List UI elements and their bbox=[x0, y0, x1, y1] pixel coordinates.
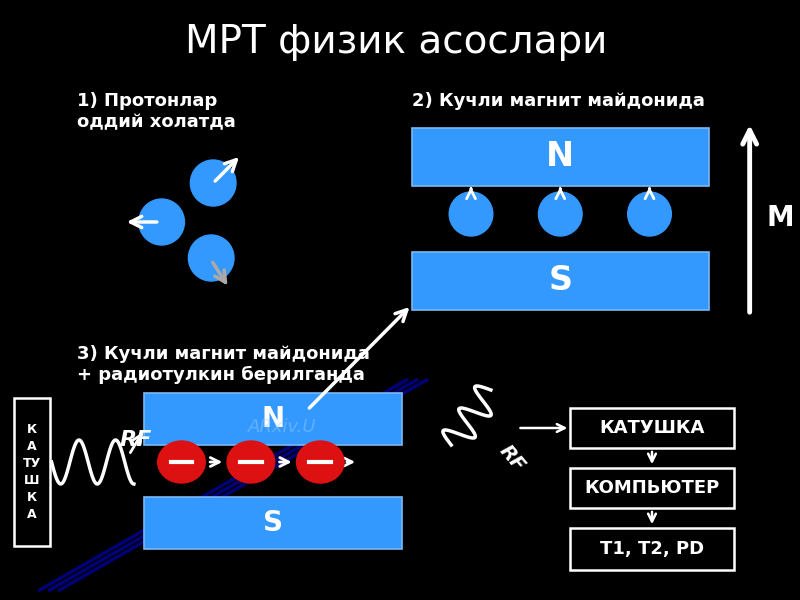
Circle shape bbox=[538, 192, 582, 236]
FancyBboxPatch shape bbox=[411, 252, 709, 310]
Text: S: S bbox=[548, 265, 572, 298]
FancyBboxPatch shape bbox=[570, 468, 734, 508]
Text: ARxiv.U: ARxiv.U bbox=[248, 418, 317, 436]
Text: Т1, Т2, PD: Т1, Т2, PD bbox=[600, 540, 704, 558]
Ellipse shape bbox=[297, 441, 344, 483]
FancyBboxPatch shape bbox=[144, 497, 402, 549]
Circle shape bbox=[139, 199, 185, 245]
Text: 2) Кучли магнит майдонида: 2) Кучли магнит майдонида bbox=[411, 92, 704, 110]
Circle shape bbox=[189, 235, 234, 281]
Text: 1) Протонлар
оддий холатда: 1) Протонлар оддий холатда bbox=[78, 92, 236, 131]
Text: N: N bbox=[261, 405, 284, 433]
Ellipse shape bbox=[158, 441, 206, 483]
Text: N: N bbox=[546, 140, 574, 173]
FancyBboxPatch shape bbox=[570, 528, 734, 570]
Text: S: S bbox=[262, 509, 282, 537]
Text: M: M bbox=[766, 204, 794, 232]
FancyBboxPatch shape bbox=[411, 128, 709, 186]
Text: КАТУШКА: КАТУШКА bbox=[599, 419, 705, 437]
Circle shape bbox=[628, 192, 671, 236]
Text: RF: RF bbox=[496, 441, 529, 475]
Text: МРТ физик асослари: МРТ физик асослари bbox=[186, 23, 608, 61]
Text: К
А
ТУ
Ш
К
А: К А ТУ Ш К А bbox=[22, 423, 41, 521]
Circle shape bbox=[190, 160, 236, 206]
FancyBboxPatch shape bbox=[570, 408, 734, 448]
FancyBboxPatch shape bbox=[144, 393, 402, 445]
Text: 3) Кучли магнит майдонида
+ радиотулкин берилганда: 3) Кучли магнит майдонида + радиотулкин … bbox=[78, 345, 370, 384]
Ellipse shape bbox=[227, 441, 274, 483]
Text: КОМПЬЮТЕР: КОМПЬЮТЕР bbox=[584, 479, 720, 497]
FancyBboxPatch shape bbox=[14, 398, 50, 546]
Circle shape bbox=[450, 192, 493, 236]
Text: RF: RF bbox=[120, 430, 152, 450]
